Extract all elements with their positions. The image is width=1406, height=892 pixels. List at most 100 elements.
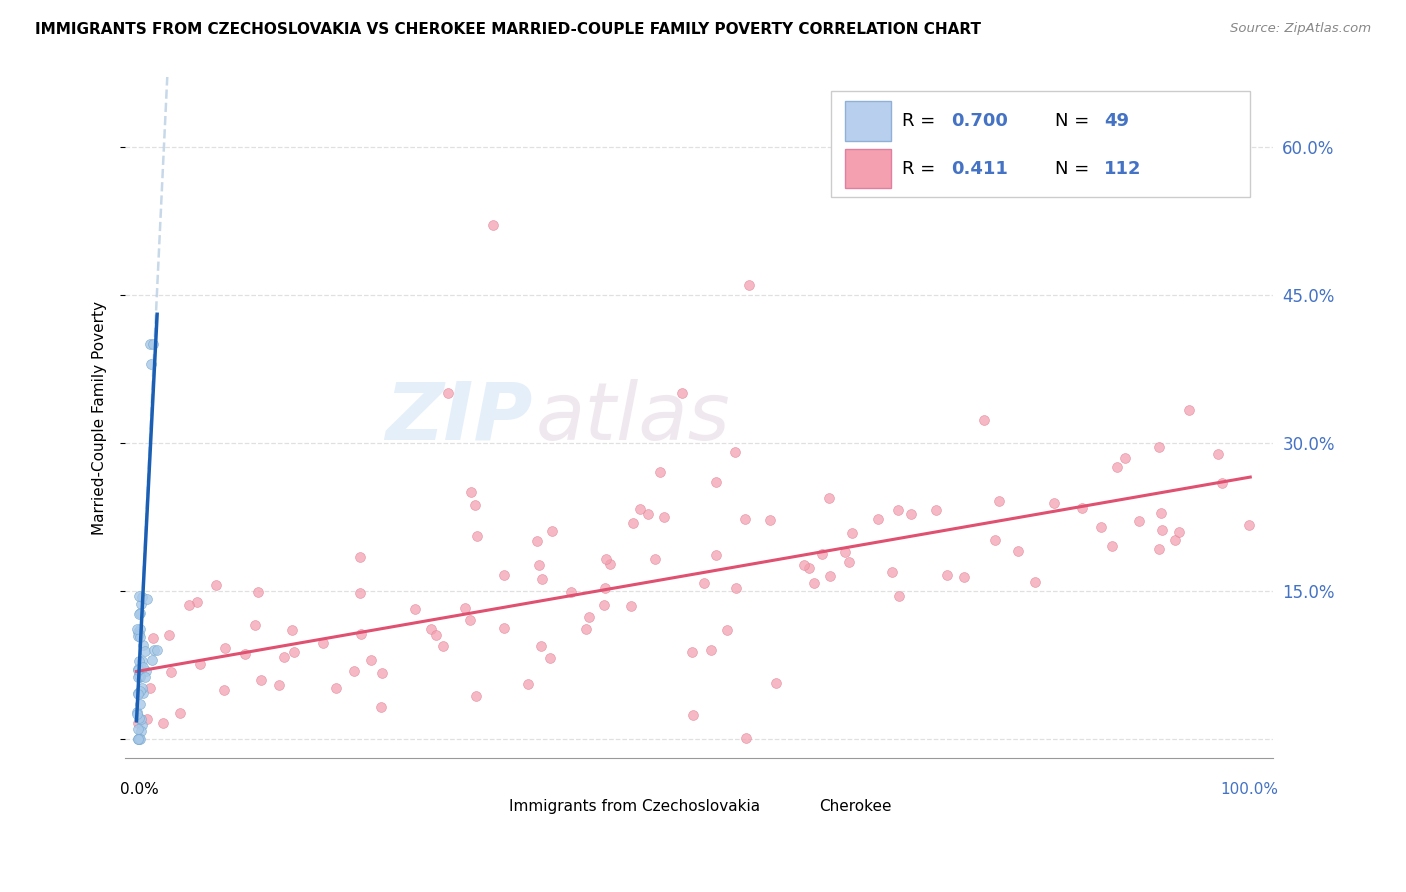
Point — [1105, 459, 1128, 474]
Point — [725, 581, 748, 595]
Point — [142, 336, 165, 351]
Point — [628, 501, 651, 516]
Text: 49: 49 — [1104, 112, 1129, 130]
Point — [887, 589, 910, 603]
Point — [128, 606, 150, 620]
Point — [145, 642, 167, 657]
Point — [1164, 533, 1187, 548]
Point — [1168, 524, 1191, 539]
Point — [935, 567, 957, 582]
Point — [458, 613, 481, 627]
Point — [127, 663, 149, 677]
Point — [1211, 475, 1233, 490]
Point — [343, 664, 366, 678]
Point — [1024, 574, 1046, 589]
Point — [460, 484, 482, 499]
Point — [1101, 539, 1123, 553]
Point — [370, 700, 392, 714]
Point — [492, 621, 515, 635]
Point — [527, 558, 550, 573]
Point — [818, 491, 841, 505]
Point — [128, 731, 150, 746]
Point — [793, 558, 815, 572]
Point — [188, 657, 211, 672]
Point — [738, 277, 761, 292]
Point — [1150, 524, 1173, 538]
Point — [250, 673, 273, 687]
Point — [578, 609, 600, 624]
Point — [704, 549, 727, 563]
Point — [205, 578, 228, 592]
Bar — [464, 794, 501, 820]
Text: R =: R = — [903, 160, 946, 178]
Point — [127, 686, 149, 700]
Point — [131, 590, 153, 604]
Text: N =: N = — [1054, 160, 1095, 178]
Point — [693, 576, 716, 591]
Point — [349, 550, 371, 565]
Point — [644, 551, 666, 566]
Point — [1090, 520, 1112, 534]
Point — [141, 652, 163, 666]
Text: atlas: atlas — [536, 379, 731, 457]
Text: IMMIGRANTS FROM CZECHOSLOVAKIA VS CHEROKEE MARRIED-COUPLE FAMILY POVERTY CORRELA: IMMIGRANTS FROM CZECHOSLOVAKIA VS CHEROK… — [35, 22, 981, 37]
Point — [128, 607, 150, 621]
Text: ZIP: ZIP — [385, 379, 533, 457]
Point — [132, 659, 155, 673]
Point — [128, 589, 150, 603]
Point — [593, 581, 616, 595]
Bar — [773, 794, 810, 820]
Point — [129, 723, 152, 738]
Point — [984, 533, 1007, 548]
Point — [516, 677, 538, 691]
Point — [464, 498, 486, 512]
Point — [127, 731, 149, 746]
Point — [464, 689, 486, 703]
Point — [312, 636, 335, 650]
Point — [134, 664, 156, 678]
Point — [973, 412, 995, 426]
Point — [841, 525, 863, 540]
Point — [128, 622, 150, 636]
Point — [953, 570, 976, 584]
Point — [139, 336, 162, 351]
Text: 100.0%: 100.0% — [1220, 782, 1278, 797]
Point — [131, 718, 153, 732]
Point — [593, 598, 616, 612]
Point — [127, 715, 149, 730]
Point — [129, 712, 152, 726]
Text: 0.0%: 0.0% — [120, 782, 159, 797]
Point — [177, 598, 200, 612]
Point — [143, 642, 166, 657]
Point — [152, 716, 174, 731]
Point — [803, 575, 825, 590]
Point — [465, 529, 488, 543]
Point — [159, 665, 181, 680]
Point — [866, 512, 889, 526]
Point — [735, 731, 758, 745]
Point — [538, 650, 561, 665]
Text: N =: N = — [1054, 112, 1095, 130]
Point — [482, 219, 505, 233]
Point — [540, 524, 562, 538]
Point — [134, 644, 156, 658]
Point — [127, 628, 149, 642]
Point — [129, 683, 152, 698]
Point — [283, 645, 305, 659]
Point — [139, 357, 162, 371]
Point — [880, 565, 903, 579]
Point — [128, 711, 150, 725]
Point — [186, 595, 208, 609]
Point — [349, 586, 371, 600]
Text: R =: R = — [903, 112, 941, 130]
Point — [135, 712, 157, 726]
Point — [273, 649, 295, 664]
Point — [599, 558, 621, 572]
Point — [127, 622, 149, 636]
Text: 0.411: 0.411 — [952, 160, 1008, 178]
Point — [129, 670, 152, 684]
Point — [267, 677, 290, 691]
Point — [127, 625, 149, 640]
Point — [127, 731, 149, 746]
Point — [157, 628, 180, 642]
